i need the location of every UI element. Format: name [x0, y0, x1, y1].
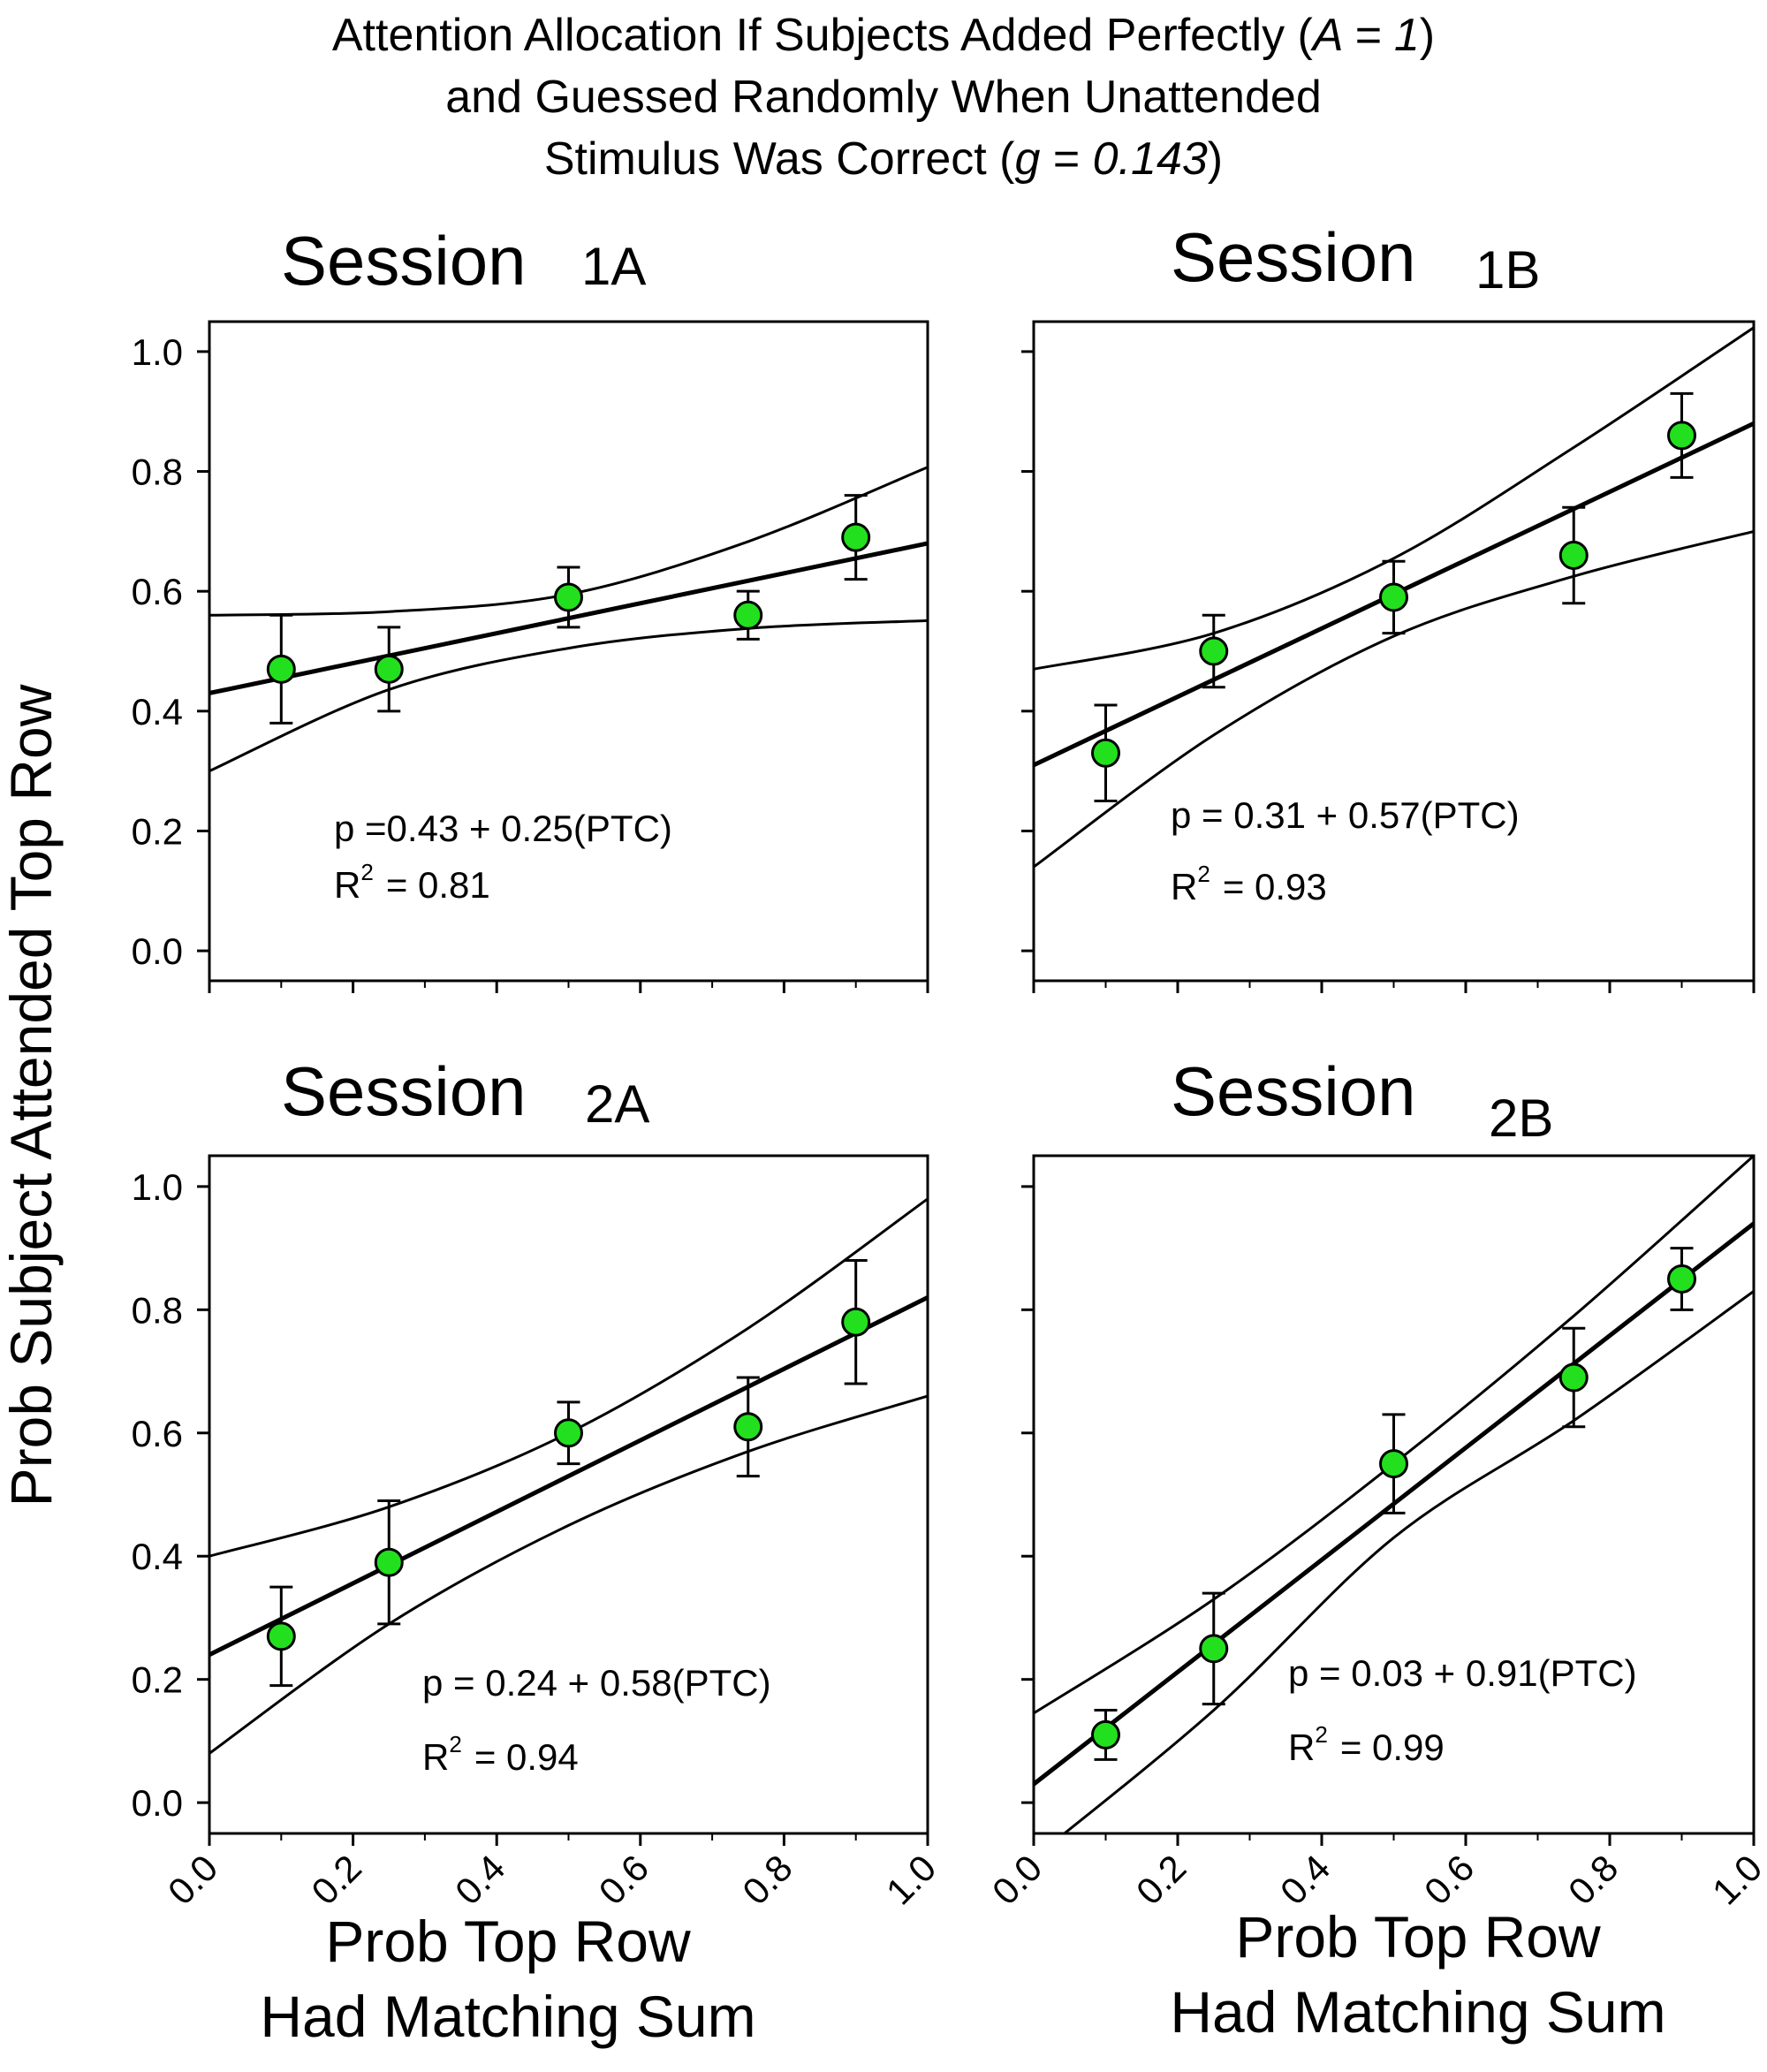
- y-tick-label: 0.6: [132, 571, 183, 612]
- data-point: [1199, 1634, 1229, 1664]
- x-tick-label: 1.0: [878, 1847, 944, 1913]
- ci-lower-band: [1034, 529, 1754, 869]
- data-point: [266, 1621, 296, 1651]
- data-point: [1379, 1449, 1408, 1479]
- plot-frame: [208, 1154, 929, 1835]
- data-point: [841, 1307, 871, 1337]
- y-tick-label: 1.0: [132, 1166, 183, 1208]
- data-point: [733, 1412, 763, 1442]
- r-squared: R2 = 0.93: [1171, 861, 1327, 907]
- y-tick-label: 0.0: [132, 930, 183, 972]
- data-point: [733, 600, 763, 630]
- r-squared: R2 = 0.81: [334, 859, 490, 906]
- r-squared-label: R: [1171, 866, 1197, 907]
- fit-equation: p = 0.24 + 0.58(PTC): [422, 1662, 771, 1704]
- x-tick-label: 0.4: [1272, 1847, 1339, 1913]
- x-tick-label: 0.4: [447, 1847, 513, 1913]
- plot-frame: [208, 320, 929, 983]
- x-tick-label: 0.6: [1416, 1847, 1483, 1913]
- ci-upper-band: [1034, 326, 1754, 671]
- panel-1a: Session 1A 0.0 0.2 0.4 0.6 0.8 1.0 p =0.43 + 0.2…: [132, 222, 929, 993]
- r-squared: R2 = 0.94: [422, 1731, 579, 1778]
- data-point: [554, 582, 583, 612]
- data-point: [1667, 1264, 1696, 1294]
- r-squared-value: = 0.99: [1340, 1727, 1445, 1768]
- y-tick-label: 0.6: [132, 1413, 183, 1454]
- r-squared-superscript: 2: [449, 1731, 461, 1757]
- ci-lower-band: [209, 619, 928, 772]
- panel-2b: Session 2B 0.0 0.2 0.4 0.6 0.8 1.0 p = 0.03 + 0.…: [984, 1052, 1767, 1913]
- panel-title: Session: [281, 222, 527, 300]
- panel-title: Session: [1171, 1052, 1416, 1130]
- fit-equation: p =0.43 + 0.25(PTC): [334, 808, 672, 849]
- data-point: [266, 654, 296, 684]
- data-point: [374, 654, 404, 684]
- data-point: [1091, 1719, 1120, 1749]
- fit-equation: p = 0.31 + 0.57(PTC): [1171, 794, 1520, 836]
- y-tick-label: 1.0: [132, 331, 183, 373]
- r-squared-superscript: 2: [1315, 1721, 1327, 1748]
- ci-upper-band: [209, 1197, 928, 1558]
- panel-title: Session: [1171, 218, 1416, 296]
- panels: Session 1A 0.0 0.2 0.4 0.6 0.8 1.0 p =0.43 + 0.2…: [132, 218, 1767, 1913]
- panel-title-suffix: 2B: [1489, 1089, 1553, 1148]
- panel-title: Session: [281, 1052, 527, 1130]
- panel-title-suffix: 2A: [585, 1074, 649, 1134]
- x-axis-label-left-line-1: Prob Top Row: [325, 1909, 691, 1974]
- r-squared-value: = 0.81: [386, 864, 490, 906]
- data-point: [841, 522, 871, 552]
- panel-title-suffix: 1A: [581, 237, 646, 296]
- y-tick-label: 0.4: [132, 1536, 183, 1577]
- r-squared: R2 = 0.99: [1288, 1721, 1445, 1768]
- y-tick-label: 0.8: [132, 1289, 183, 1331]
- y-axis-label: Prob Subject Attended Top Row: [0, 684, 64, 1507]
- r-squared-label: R: [1288, 1727, 1315, 1768]
- r-squared-label: R: [422, 1736, 449, 1778]
- data-point: [1379, 582, 1408, 612]
- data-point: [1558, 540, 1589, 570]
- data-point: [554, 1418, 583, 1448]
- x-tick-label: 0.2: [1128, 1847, 1194, 1913]
- figure-title-line-1: Attention Allocation If Subjects Added P…: [332, 10, 1435, 61]
- data-point: [1667, 421, 1696, 451]
- r-squared-label: R: [334, 864, 360, 906]
- data-point: [1091, 738, 1120, 768]
- x-tick-label: 0.0: [984, 1847, 1050, 1913]
- r-squared-value: = 0.93: [1223, 866, 1327, 907]
- x-axis-label-right-line-2: Had Matching Sum: [1170, 1979, 1665, 2045]
- r-squared-superscript: 2: [360, 859, 373, 885]
- x-tick-label: 1.0: [1704, 1847, 1767, 1913]
- ci-lower-band: [209, 1394, 928, 1755]
- y-tick-label: 0.2: [132, 810, 183, 852]
- data-point: [1558, 1362, 1589, 1393]
- r-squared-value: = 0.94: [474, 1736, 579, 1778]
- panel-1b: Session 1B p = 0.31 + 0.57(PTC) R2 = 0.93: [1021, 218, 1756, 993]
- x-tick-label: 0.6: [591, 1847, 657, 1913]
- data-point: [1199, 636, 1229, 666]
- x-axis-label-right-line-1: Prob Top Row: [1235, 1904, 1601, 1970]
- figure-title-line-3: Stimulus Was Correct (g = 0.143): [544, 133, 1223, 185]
- x-tick-label: 0.8: [1560, 1847, 1627, 1913]
- figure-title-line-2: and Guessed Randomly When Unattended: [445, 72, 1322, 123]
- fit-equation: p = 0.03 + 0.91(PTC): [1288, 1652, 1637, 1694]
- x-axis-label-left-line-2: Had Matching Sum: [260, 1984, 755, 2049]
- y-tick-label: 0.8: [132, 452, 183, 493]
- panel-2a: Session 2A 0.0 0.2 0.4 0.6 0.8 1.0 0.0 0.2 0.4 0.6 0…: [132, 1052, 944, 1913]
- y-tick-label: 0.4: [132, 691, 183, 732]
- ci-lower-band: [1062, 1290, 1754, 1833]
- data-point: [374, 1547, 404, 1577]
- y-tick-label: 0.2: [132, 1659, 183, 1701]
- x-tick-label: 0.0: [160, 1847, 226, 1913]
- panel-title-suffix: 1B: [1475, 240, 1540, 300]
- y-tick-label: 0.0: [132, 1782, 183, 1824]
- regression-line: [209, 1295, 928, 1658]
- x-tick-label: 0.8: [734, 1847, 800, 1913]
- x-tick-label: 0.2: [303, 1847, 369, 1913]
- r-squared-superscript: 2: [1197, 861, 1210, 887]
